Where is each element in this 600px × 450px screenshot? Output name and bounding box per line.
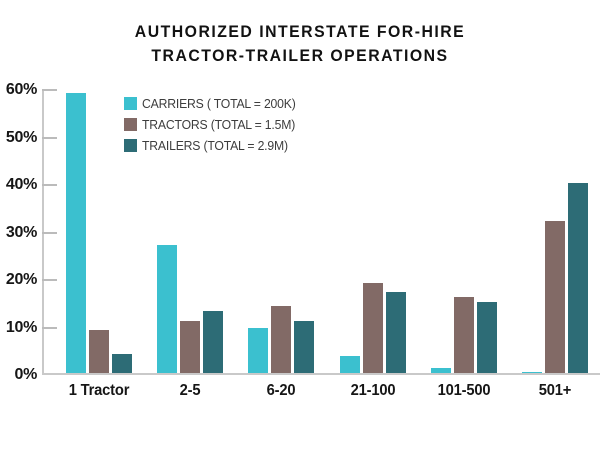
bar xyxy=(248,328,269,373)
bar xyxy=(180,321,201,373)
chart-title-line2: TRACTOR-TRAILER OPERATIONS xyxy=(151,46,449,65)
x-axis-label: 101-500 xyxy=(437,382,491,399)
y-axis-tick xyxy=(42,184,57,186)
bar xyxy=(362,283,383,373)
y-axis-label: 50% xyxy=(5,128,37,146)
bar xyxy=(545,221,565,373)
legend-item-trailers: TRAILERS (TOTAL = 2.9M) xyxy=(124,135,305,156)
legend-item-tractors: TRACTORS (TOTAL = 1.5M) xyxy=(124,114,305,135)
bar-group-2-5 xyxy=(157,245,224,373)
bar xyxy=(430,368,451,373)
x-axis-label: 21-100 xyxy=(350,382,395,399)
legend: CARRIERS ( TOTAL = 200K) TRACTORS (TOTAL… xyxy=(124,93,305,156)
x-axis-label: 2-5 xyxy=(179,382,201,399)
bar xyxy=(112,354,132,373)
y-axis-label: 40% xyxy=(5,176,37,193)
legend-label-trailers: TRAILERS (TOTAL = 2.9M) xyxy=(142,138,288,153)
y-axis-label: 10% xyxy=(5,318,37,336)
carriers-swatch-icon xyxy=(124,97,137,110)
y-axis-tick xyxy=(42,279,57,281)
y-axis-label: 0% xyxy=(14,366,37,383)
bar xyxy=(157,245,178,373)
bar xyxy=(568,183,588,373)
y-axis-label: 20% xyxy=(5,271,37,288)
y-axis-tick xyxy=(42,136,57,139)
legend-item-carriers: CARRIERS ( TOTAL = 200K) xyxy=(124,93,305,114)
y-axis-label: 30% xyxy=(5,223,37,241)
bar-group-21-100 xyxy=(339,283,406,373)
bar xyxy=(385,292,406,373)
bar xyxy=(522,372,542,373)
bar xyxy=(271,306,292,373)
bar xyxy=(89,330,109,373)
y-axis-tick xyxy=(42,231,57,234)
y-axis-tick xyxy=(42,89,57,91)
tractors-swatch-icon xyxy=(124,118,137,131)
x-axis-label: 6-20 xyxy=(267,382,296,399)
trailers-swatch-icon xyxy=(124,139,137,152)
bar xyxy=(339,356,360,373)
bar-group-501- xyxy=(522,183,588,373)
bar-group-101-500 xyxy=(430,297,497,373)
bar-group-1-tractor xyxy=(66,93,132,373)
bar xyxy=(294,321,315,373)
bar xyxy=(453,297,474,373)
plot-area: 60% 50% 40% 30% 20% 10% 0% 1 Tractor 2-5 6-20 21-1… xyxy=(6,81,600,399)
bar-group-6-20 xyxy=(248,306,315,373)
chart-title-line1: AUTHORIZED INTERSTATE FOR-HIRE xyxy=(134,22,466,41)
bar xyxy=(476,302,497,373)
y-axis-label: 60% xyxy=(5,81,37,98)
chart-title: AUTHORIZED INTERSTATE FOR-HIRE TRACTOR-T… xyxy=(21,20,579,68)
legend-label-tractors: TRACTORS (TOTAL = 1.5M) xyxy=(142,117,296,132)
x-axis-label: 501+ xyxy=(538,382,572,399)
legend-label-carriers: CARRIERS ( TOTAL = 200K) xyxy=(142,96,296,111)
bar xyxy=(203,311,224,373)
x-axis-label: 1 Tractor xyxy=(68,382,130,399)
y-axis-tick xyxy=(42,326,57,329)
bar xyxy=(66,93,86,373)
